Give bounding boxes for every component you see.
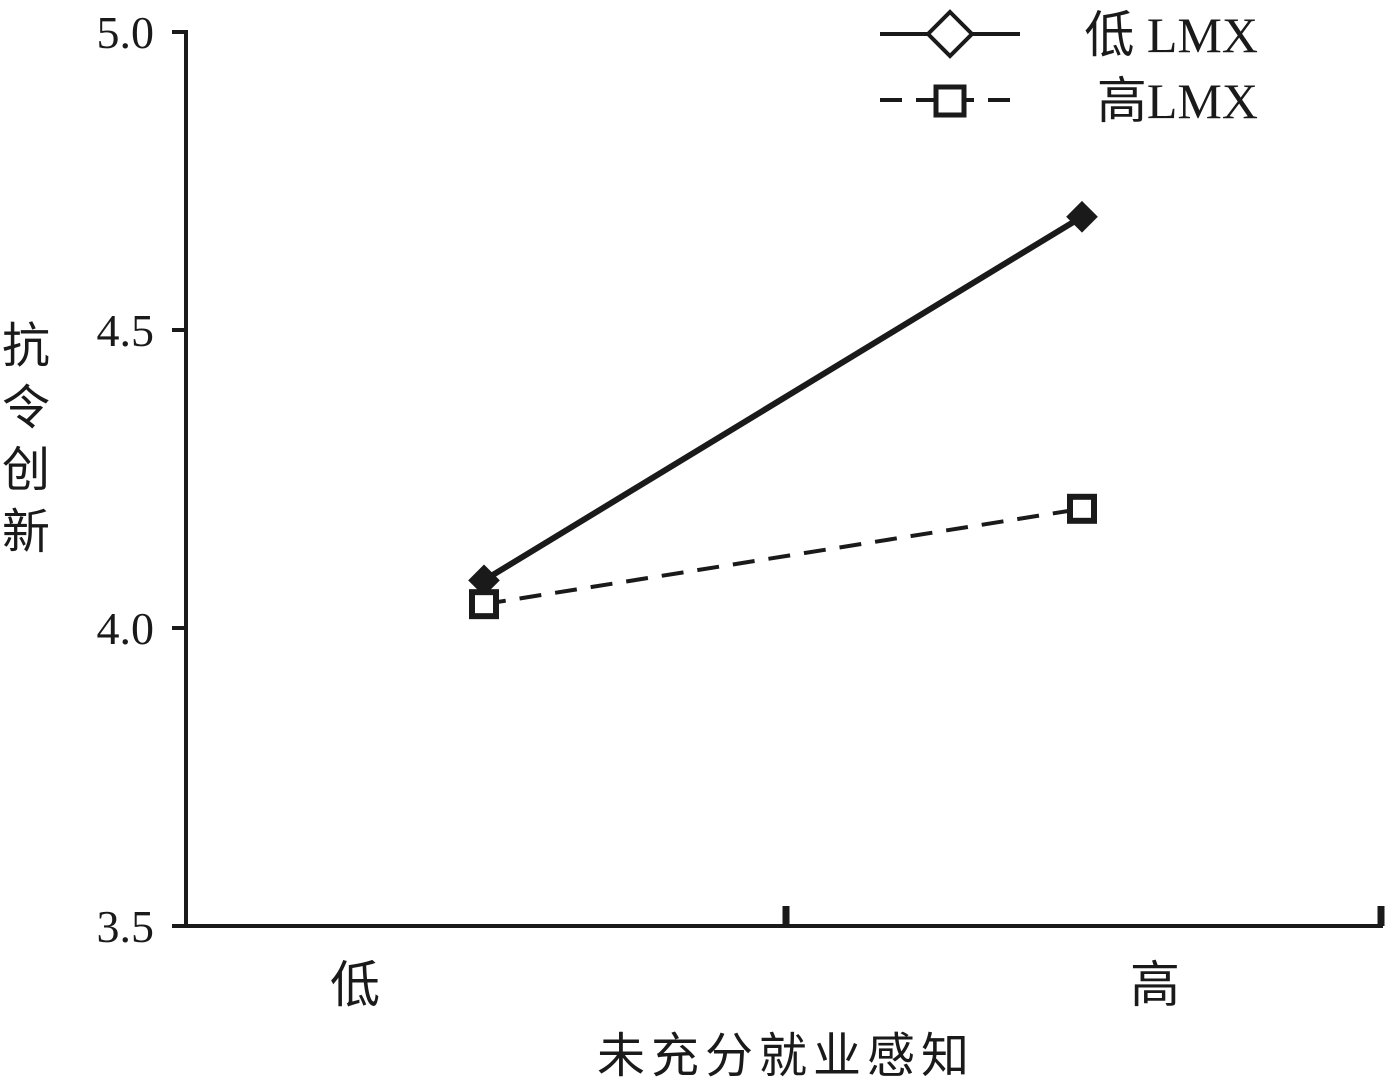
legend-item: 高LMX — [880, 73, 1258, 129]
x-axis-categories: 低高 — [330, 956, 1180, 1014]
x-category-label: 低 — [330, 956, 380, 1014]
legend-item: 低 LMX — [880, 7, 1258, 63]
diamond-marker — [1066, 200, 1098, 233]
y-tick-label: 5.0 — [97, 7, 155, 58]
y-axis-ticks: 3.5 4.0 4.5 5.0 — [97, 7, 186, 952]
y-tick-label: 3.5 — [97, 901, 155, 952]
y-tick-label: 4.5 — [97, 305, 155, 356]
square-marker — [1067, 493, 1097, 524]
diamond-marker — [925, 9, 975, 59]
series-1 — [468, 200, 1098, 597]
series-line — [483, 506, 1083, 607]
series-line — [482, 214, 1084, 583]
legend-label: 高LMX — [1097, 73, 1258, 129]
square-marker — [933, 84, 967, 118]
x-axis-title: 未充分就业感知 — [597, 1028, 975, 1084]
y-axis-title-char: 令 — [2, 380, 50, 436]
y-tick-label: 4.0 — [97, 603, 155, 654]
square-marker — [469, 589, 499, 620]
y-axis-title-char: 新 — [2, 504, 50, 560]
series-layer — [468, 200, 1098, 620]
series-2 — [469, 493, 1097, 620]
y-axis-title-char: 抗 — [2, 318, 50, 374]
legend: 低 LMX 高LMX — [880, 7, 1258, 129]
y-axis-title-char: 创 — [2, 442, 50, 498]
legend-label: 低 LMX — [1084, 7, 1258, 63]
x-category-label: 高 — [1130, 956, 1180, 1014]
axes — [184, 30, 1385, 928]
